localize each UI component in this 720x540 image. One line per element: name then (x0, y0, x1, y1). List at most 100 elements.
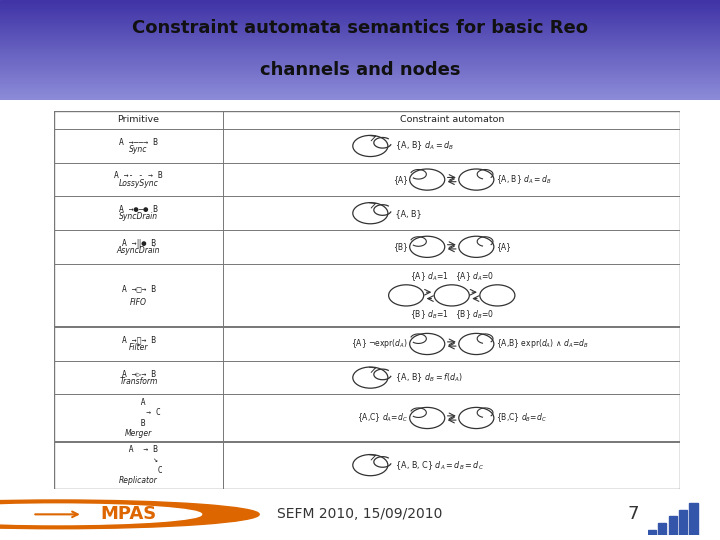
Circle shape (0, 504, 202, 525)
Bar (0, 72, 720, 73)
Text: {A}: {A} (495, 242, 510, 251)
Bar (0, 98, 720, 100)
Bar (0, 15, 720, 17)
Text: {A,C} $d_A$=$d_C$: {A,C} $d_A$=$d_C$ (357, 411, 408, 424)
Bar (0, 97, 720, 98)
Bar (0, 57, 720, 58)
Text: MPAS: MPAS (101, 505, 157, 523)
Text: Constraint automata semantics for basic Reo: Constraint automata semantics for basic … (132, 19, 588, 37)
Text: FIFO: FIFO (130, 298, 147, 307)
Text: {A}: {A} (393, 175, 408, 184)
Bar (0, 50, 720, 52)
Text: Primitive: Primitive (117, 116, 160, 124)
Bar (0, 90, 720, 92)
Text: ↘: ↘ (119, 455, 158, 464)
Text: A →∿→ B: A →∿→ B (122, 336, 156, 345)
Text: A →●─● B: A →●─● B (119, 205, 158, 214)
Bar (0, 53, 720, 55)
Text: SyncDrain: SyncDrain (119, 212, 158, 221)
Bar (0, 33, 720, 35)
Bar (0, 83, 720, 85)
Bar (0, 92, 720, 93)
Bar (0, 85, 720, 86)
Text: {A, B} $d_B = f(d_A)$: {A, B} $d_B = f(d_A)$ (393, 371, 463, 384)
Text: Sync: Sync (130, 145, 148, 154)
Bar (0, 62, 720, 63)
Text: {B} $d_B$=0: {B} $d_B$=0 (455, 308, 494, 321)
Bar (0, 37, 720, 38)
Text: {A,B} expr($d_A$) $\wedge$ $d_A$=$d_B$: {A,B} expr($d_A$) $\wedge$ $d_A$=$d_B$ (495, 338, 588, 350)
Text: C: C (114, 466, 163, 475)
Text: {A, B, C} $d_A = d_B = d_C$: {A, B, C} $d_A = d_B = d_C$ (393, 459, 484, 471)
Bar (0, 65, 720, 66)
Text: SEFM 2010, 15/09/2010: SEFM 2010, 15/09/2010 (277, 508, 443, 521)
Bar (0, 63, 720, 65)
Text: A: A (131, 398, 146, 407)
Bar (0, 43, 720, 45)
Bar (0, 55, 720, 57)
Bar (0, 42, 720, 43)
Bar (0, 68, 720, 70)
Bar (0, 28, 720, 30)
Text: A →▷→ B: A →▷→ B (122, 369, 156, 379)
Bar (0, 52, 720, 53)
Bar (0, 22, 720, 23)
Bar (0, 0, 720, 2)
Text: {B} $d_B$=1: {B} $d_B$=1 (410, 308, 449, 321)
Text: {B,C} $d_B$=$d_C$: {B,C} $d_B$=$d_C$ (495, 411, 546, 424)
Bar (658, 523, 667, 535)
Bar (0, 48, 720, 50)
Bar (0, 38, 720, 40)
Text: {B}: {B} (393, 242, 408, 251)
Bar (0, 73, 720, 75)
Bar (0, 26, 720, 28)
Bar (690, 503, 698, 535)
Bar (0, 70, 720, 72)
Text: {A, B} $d_A = d_B$: {A, B} $d_A = d_B$ (393, 139, 454, 152)
Bar (0, 32, 720, 33)
Bar (0, 58, 720, 60)
Text: {A} $\neg$expr($d_A$): {A} $\neg$expr($d_A$) (351, 338, 408, 350)
Bar (0, 78, 720, 80)
Bar (669, 516, 677, 535)
Bar (0, 86, 720, 88)
Bar (0, 95, 720, 97)
Bar (0, 8, 720, 10)
Bar (0, 20, 720, 22)
Bar (0, 6, 720, 8)
Text: {A, B}: {A, B} (393, 208, 422, 218)
Bar (0, 12, 720, 14)
Bar (0, 80, 720, 82)
Bar (0, 40, 720, 42)
Text: Merger: Merger (125, 429, 152, 438)
Circle shape (0, 500, 259, 529)
Bar (0, 60, 720, 62)
Bar (54, 111, 680, 129)
Text: B: B (131, 418, 146, 428)
Bar (0, 46, 720, 48)
Text: A →——→ B: A →——→ B (119, 138, 158, 147)
Bar (0, 2, 720, 3)
Bar (0, 45, 720, 46)
Bar (0, 14, 720, 15)
Text: → C: → C (117, 408, 161, 417)
Bar (648, 530, 656, 535)
Bar (0, 30, 720, 32)
Bar (0, 66, 720, 68)
Text: {A, B} $d_A = d_B$: {A, B} $d_A = d_B$ (495, 173, 552, 186)
Bar (0, 10, 720, 12)
Text: AsyncDrain: AsyncDrain (117, 246, 161, 255)
Bar (0, 23, 720, 25)
Text: A  → B: A → B (119, 445, 158, 454)
Text: A →‖● B: A →‖● B (122, 239, 156, 248)
Text: A →- - → B: A →- - → B (114, 171, 163, 180)
Text: {A} $d_A$=0: {A} $d_A$=0 (455, 270, 494, 283)
Bar (0, 17, 720, 18)
Text: Transform: Transform (120, 377, 158, 386)
Text: Constraint automaton: Constraint automaton (400, 116, 504, 124)
Text: Replicator: Replicator (120, 476, 158, 485)
Text: channels and nodes: channels and nodes (260, 61, 460, 79)
Bar (0, 77, 720, 78)
Bar (679, 510, 687, 535)
Bar (0, 88, 720, 90)
